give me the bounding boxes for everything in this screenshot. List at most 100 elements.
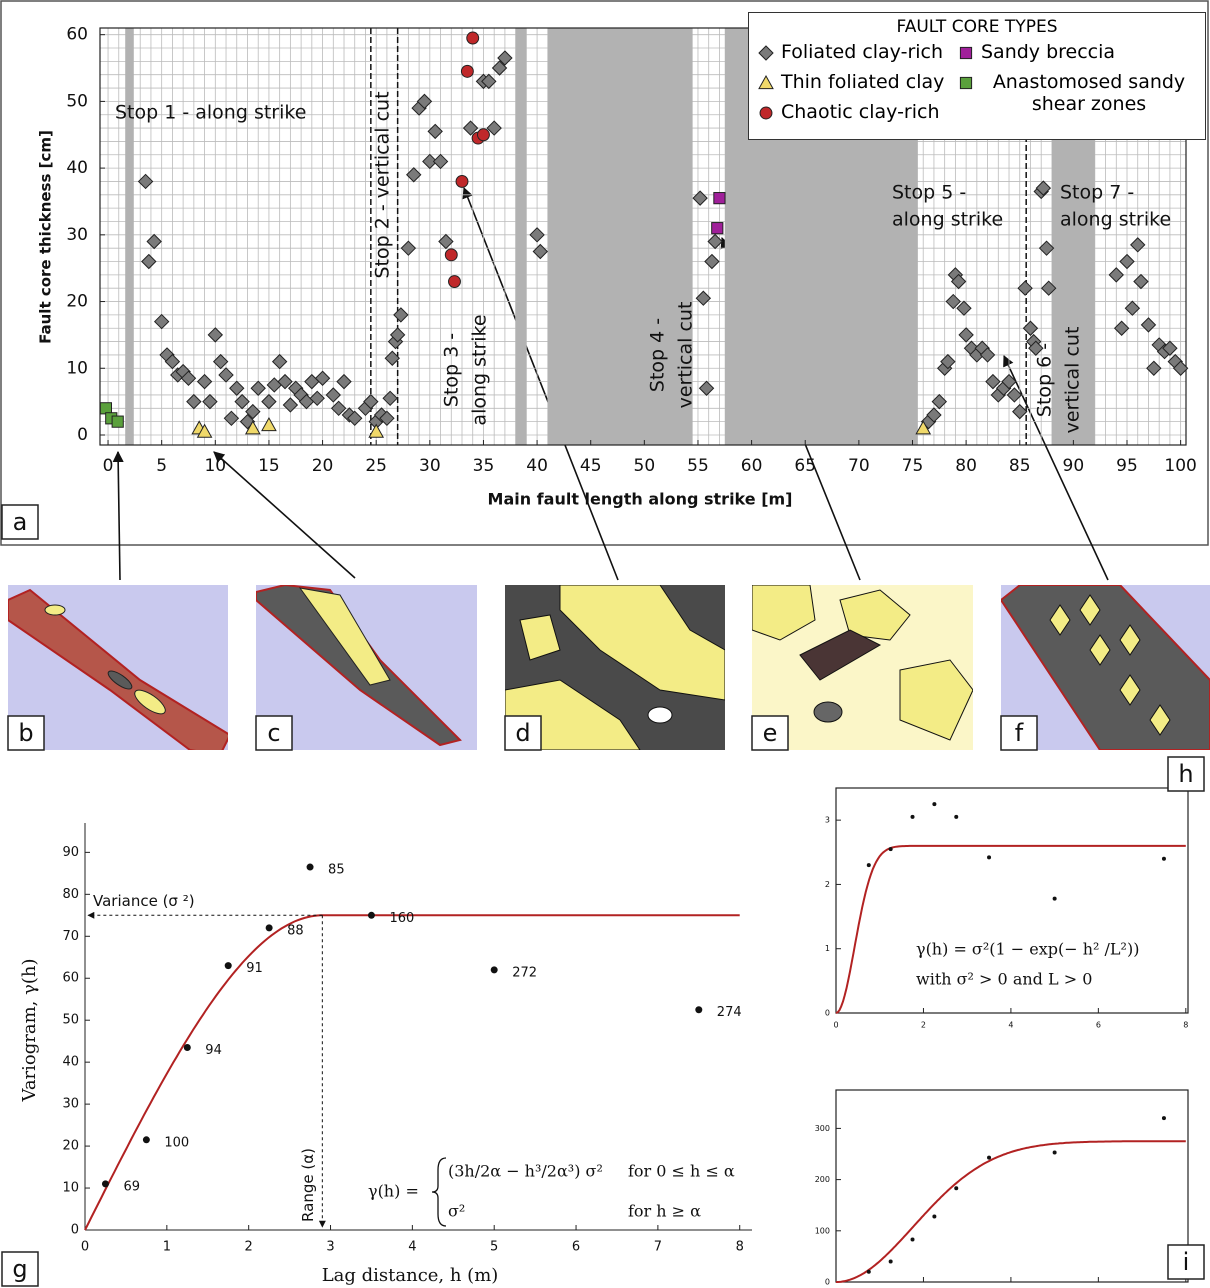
axes-frame xyxy=(99,27,1187,446)
diamond-point xyxy=(271,353,288,370)
y-tick-label: 90 xyxy=(62,845,79,860)
y-tick-label: 300 xyxy=(815,1124,830,1133)
point-label: 274 xyxy=(717,1005,742,1020)
data-point xyxy=(183,1043,191,1051)
diamond-point xyxy=(427,123,443,140)
y-tick-label: 10 xyxy=(62,1181,79,1196)
triangle-point xyxy=(915,420,932,435)
point-label: 69 xyxy=(123,1179,140,1194)
diamond-point xyxy=(698,380,715,396)
circle-point xyxy=(460,64,474,78)
diamond-point xyxy=(389,327,406,343)
legend-item: Thin foliated clay xyxy=(757,71,957,101)
x-tick-label: 4 xyxy=(1008,1021,1013,1030)
data-point xyxy=(306,863,314,871)
x-tick-label: 40 xyxy=(526,456,548,476)
diamond-point xyxy=(164,353,181,370)
x-tick-label: 95 xyxy=(1116,456,1138,476)
data-point xyxy=(987,855,992,860)
stop-annotation: Stop 3 - xyxy=(441,333,463,407)
y-tick-label: 40 xyxy=(62,1055,79,1070)
y-tick-label: 0 xyxy=(825,1009,830,1018)
diamond-point xyxy=(481,73,497,90)
diamond-point xyxy=(931,393,948,410)
model-curve xyxy=(836,1140,1186,1283)
data-point xyxy=(1052,1150,1057,1155)
panel-label-box xyxy=(1000,715,1038,751)
diamond-point xyxy=(704,253,720,270)
diamond-point xyxy=(958,327,974,343)
diamond-point xyxy=(207,327,224,343)
stop-annotation: Stop 1 - along strike xyxy=(115,102,306,124)
square-point xyxy=(111,415,124,428)
diamond-point xyxy=(1022,320,1039,336)
data-point xyxy=(490,966,498,974)
diamond-point xyxy=(314,370,331,386)
x-tick-label: 3 xyxy=(326,1240,334,1255)
illustration-c xyxy=(256,585,477,750)
x-axis-label: Lag distance, h (m) xyxy=(322,1265,499,1286)
diamond-point xyxy=(325,387,341,403)
legend-item: Chaotic clay-rich xyxy=(757,101,957,131)
diamond-point xyxy=(277,373,293,390)
data-point xyxy=(142,1136,150,1144)
data-point xyxy=(1161,856,1166,861)
diamond-point xyxy=(141,253,157,270)
legend-item: Foliated clay-rich xyxy=(757,41,957,71)
point-label: 100 xyxy=(164,1135,189,1150)
triangle-point xyxy=(196,423,213,438)
formula-condition: for 0 ≤ h ≤ α xyxy=(628,1162,735,1181)
diamond-point xyxy=(1001,373,1017,390)
y-tick-label: 30 xyxy=(66,225,88,245)
diamond-point xyxy=(432,153,449,170)
diamond-point xyxy=(950,273,967,290)
x-tick-label: 2 xyxy=(245,1240,253,1255)
y-tick-label: 80 xyxy=(62,887,79,902)
x-tick-label: 100 xyxy=(1164,456,1196,476)
x-tick-label: 50 xyxy=(634,456,656,476)
diamond-point xyxy=(1162,340,1178,356)
x-tick-label: 30 xyxy=(419,456,441,476)
stop-annotation: Stop 6 - xyxy=(1034,343,1056,417)
y-tick-label: 50 xyxy=(62,1013,79,1028)
diamond-point xyxy=(1028,340,1044,356)
panel-label: h xyxy=(1178,760,1193,788)
data-point xyxy=(866,1269,871,1274)
stop-annotation: vertical cut xyxy=(1062,327,1084,434)
legend-item: Anastomosed sandy shear zones xyxy=(957,71,1197,115)
y-tick-label: 10 xyxy=(66,358,88,378)
x-tick-label: 4 xyxy=(408,1240,416,1255)
legend-label: Chaotic clay-rich xyxy=(781,101,940,123)
x-tick-label: 8 xyxy=(736,1240,744,1255)
legend: FAULT CORE TYPES Foliated clay-rich Thin … xyxy=(748,12,1206,140)
diamond-point xyxy=(153,313,170,330)
y-tick-label: 2 xyxy=(825,880,830,889)
diamond-point xyxy=(1130,237,1146,253)
legend-item: Sandy breccia xyxy=(957,41,1197,71)
legend-swatch xyxy=(959,76,973,90)
y-tick-label: 40 xyxy=(66,158,88,178)
y-tick-label: 50 xyxy=(66,91,88,111)
diamond-point xyxy=(497,50,513,66)
legend-swatch xyxy=(758,74,774,90)
triangle-point xyxy=(368,423,385,438)
diamond-point xyxy=(529,227,545,243)
y-tick-label: 0 xyxy=(825,1278,830,1287)
formula-line: with σ² > 0 and L > 0 xyxy=(916,970,1092,989)
x-tick-label: 10 xyxy=(204,456,226,476)
diamond-point xyxy=(422,153,438,170)
formula-lhs: γ(h) = xyxy=(368,1182,419,1201)
circle-point xyxy=(477,128,490,142)
diamond-point xyxy=(382,390,398,407)
formula-brace xyxy=(431,1157,447,1227)
diamond-point xyxy=(250,380,266,396)
x-tick-label: 60 xyxy=(741,456,763,476)
diamond-point xyxy=(1140,317,1157,333)
formula-case: (3h/2α − h³/2α³) σ² xyxy=(448,1162,603,1181)
diamond-point xyxy=(180,370,197,386)
diamond-point xyxy=(393,307,409,323)
triangle-point xyxy=(758,74,774,90)
legend-label: Anastomosed sandy shear zones xyxy=(992,71,1186,115)
diamond-point xyxy=(336,373,352,390)
